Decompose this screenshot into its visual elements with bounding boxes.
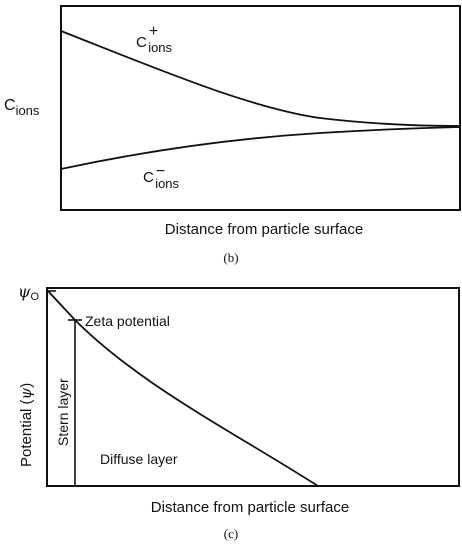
panel-b-caption: (b) (223, 250, 238, 265)
panel-c-frame (46, 287, 460, 487)
diffuse-layer-label: Diffuse layer (100, 451, 178, 467)
panel-c: ψO Zeta potential Stern layer Diffuse la… (17, 282, 460, 541)
potential-curve (47, 290, 319, 487)
panel-c-y-axis-label: Potential (ψ) (17, 383, 35, 467)
panel-b: C+ ions C − ions Cions Distance from partic… (4, 5, 461, 265)
panel-b-x-axis-label: Distance from particle surface (165, 221, 363, 238)
stern-layer-label: Stern layer (55, 378, 71, 446)
negative-ion-curve (60, 126, 461, 170)
panel-c-x-axis-label: Distance from particle surface (151, 499, 349, 516)
zeta-potential-label: Zeta potential (85, 313, 170, 329)
panel-b-frame (60, 5, 461, 211)
psi0-label: ψO (18, 282, 40, 303)
positive-ion-curve (60, 30, 461, 127)
panel-c-caption: (c) (224, 526, 238, 541)
panel-b-y-axis-label: Cions (4, 97, 40, 118)
negative-ion-label: C − ions (143, 163, 180, 191)
positive-ion-label: C+ ions (136, 23, 173, 55)
